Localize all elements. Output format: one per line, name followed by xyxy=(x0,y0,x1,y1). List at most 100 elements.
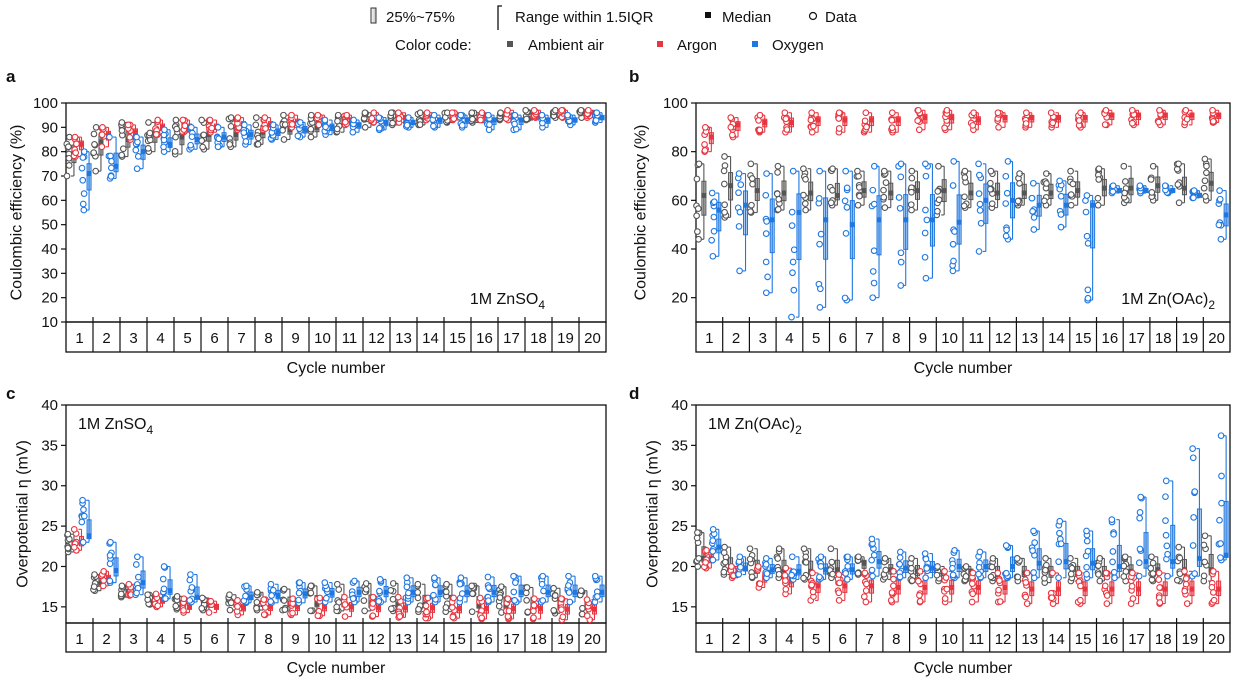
box-oxygen xyxy=(709,525,722,564)
data-point xyxy=(577,587,585,595)
data-point xyxy=(405,589,412,597)
data-point xyxy=(1203,162,1210,170)
x-tick-label: 12 xyxy=(995,330,1012,347)
median-marker xyxy=(1010,563,1016,569)
data-point xyxy=(1003,189,1011,197)
data-point xyxy=(78,164,86,172)
box-oxygen xyxy=(1215,187,1229,243)
box-oxygen xyxy=(591,572,605,606)
box-oxygen xyxy=(734,170,749,275)
data-point xyxy=(897,249,905,257)
median-marker xyxy=(743,565,749,571)
data-point xyxy=(1149,570,1157,577)
x-axis-label: Cycle number xyxy=(914,660,1013,677)
median-marker xyxy=(376,605,381,611)
data-point xyxy=(842,167,850,175)
x-tick-label: 4 xyxy=(156,631,164,648)
box-oxygen xyxy=(1002,158,1016,243)
x-tick-label: 20 xyxy=(1208,330,1225,347)
x-tick-label: 5 xyxy=(812,330,820,347)
box-ambient-air xyxy=(468,109,482,126)
data-point xyxy=(702,559,709,566)
data-point xyxy=(106,133,113,141)
x-tick-label: 6 xyxy=(839,631,847,648)
data-point xyxy=(594,593,601,600)
data-point xyxy=(523,584,531,591)
data-point xyxy=(133,553,141,561)
x-tick-label: 15 xyxy=(1075,631,1092,648)
data-point xyxy=(375,124,383,132)
data-point xyxy=(530,607,537,615)
data-point xyxy=(321,579,329,586)
data-point xyxy=(558,106,566,114)
data-point xyxy=(941,124,948,132)
data-point xyxy=(882,566,890,574)
data-point xyxy=(559,613,567,621)
data-point xyxy=(975,190,983,197)
data-point xyxy=(1182,106,1190,114)
data-point xyxy=(774,555,782,562)
median-marker xyxy=(1090,560,1096,566)
median-marker xyxy=(248,132,254,138)
median-marker xyxy=(314,601,320,607)
data-point xyxy=(577,106,585,114)
median-marker xyxy=(1155,183,1161,189)
data-point xyxy=(942,574,950,581)
data-point xyxy=(880,186,887,194)
box-ambient-air xyxy=(1013,555,1027,585)
x-tick-label: 10 xyxy=(314,330,331,347)
box-oxygen xyxy=(895,160,909,289)
panel-annotation: 1M Zn(OAc)2 xyxy=(708,416,802,437)
data-point xyxy=(1201,532,1209,540)
data-point xyxy=(1175,543,1183,551)
data-point xyxy=(1083,232,1091,240)
data-point xyxy=(868,566,876,574)
data-point xyxy=(735,189,742,197)
median-marker xyxy=(842,583,848,589)
median-marker xyxy=(410,119,416,125)
data-point xyxy=(496,594,504,601)
box-oxygen xyxy=(186,571,200,606)
x-tick-label: 13 xyxy=(1021,631,1038,648)
data-point xyxy=(360,597,368,604)
box-oxygen xyxy=(240,582,254,607)
median-marker xyxy=(968,190,974,196)
median-marker xyxy=(1101,185,1107,191)
data-point xyxy=(949,182,957,189)
data-point xyxy=(922,274,930,282)
data-point xyxy=(226,606,234,614)
median-marker xyxy=(1196,192,1202,198)
iqr-box xyxy=(1063,542,1069,570)
data-point xyxy=(1200,572,1208,580)
data-point xyxy=(495,602,503,610)
box-ambient-air xyxy=(773,162,787,214)
y-axis-label: Coulombic efficiency (%) xyxy=(9,125,26,301)
data-point xyxy=(362,585,370,593)
box-oxygen xyxy=(267,580,281,607)
legend-range-label: Range within 1.5IQR xyxy=(515,9,654,26)
data-point xyxy=(789,167,797,175)
data-point xyxy=(694,529,701,536)
legend-oxygen-label: Oxygen xyxy=(772,37,824,54)
data-point xyxy=(1022,593,1030,601)
data-point xyxy=(144,144,152,152)
data-point xyxy=(880,167,888,175)
data-point xyxy=(762,230,770,237)
x-tick-label: 15 xyxy=(449,330,466,347)
data-point xyxy=(727,114,735,121)
y-tick-label: 15 xyxy=(41,599,58,616)
data-point xyxy=(1041,197,1048,205)
median-marker xyxy=(849,222,855,228)
data-point xyxy=(126,133,134,141)
median-marker xyxy=(518,589,524,595)
data-point xyxy=(775,195,783,203)
x-tick-label: 2 xyxy=(102,631,110,648)
box-oxygen xyxy=(78,496,92,546)
data-point xyxy=(107,152,114,160)
data-point xyxy=(782,115,790,123)
data-point xyxy=(782,577,789,585)
data-point xyxy=(186,576,194,584)
data-point xyxy=(736,553,744,561)
data-point xyxy=(134,153,142,160)
data-point xyxy=(862,598,870,606)
